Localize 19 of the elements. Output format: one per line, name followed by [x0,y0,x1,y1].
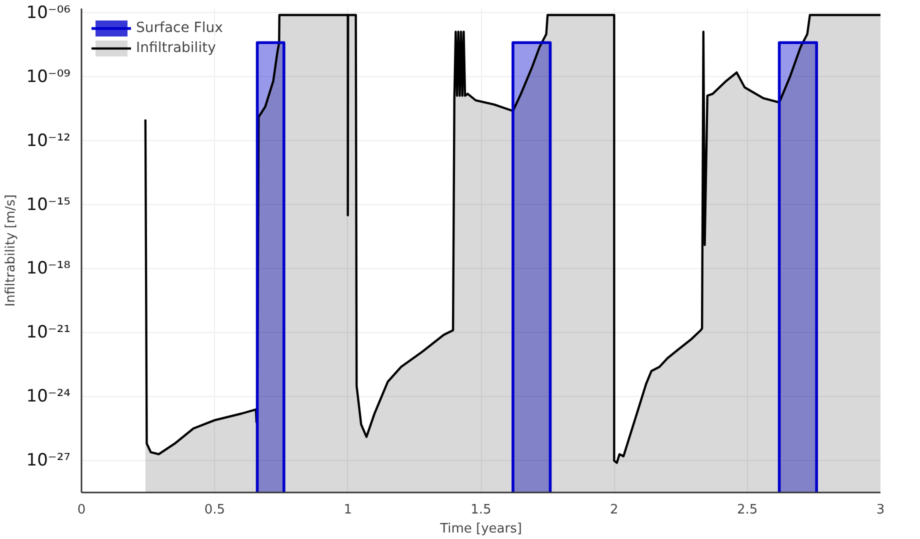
y-tick-label: 10⁻¹⁸ [26,258,71,279]
y-axis-title: Infiltrability [m/s] [3,194,18,307]
y-tick-label: 10⁻²⁷ [26,450,71,471]
legend-label: Surface Flux [136,20,223,36]
y-tick-label: 10⁻⁰⁶ [26,2,71,23]
x-tick-label: 2 [610,502,618,518]
x-tick-label: 0.5 [204,502,226,518]
legend-label: Infiltrability [136,40,216,56]
y-tick-label: 10⁻¹² [26,130,71,151]
y-tick-label: 10⁻²¹ [26,322,71,343]
x-tick-label: 1.5 [470,502,492,518]
y-tick-label: 10⁻²⁴ [26,386,71,407]
y-tick-label: 10⁻¹⁵ [26,194,71,215]
y-tick-label: 10⁻⁰⁹ [26,66,71,87]
x-axis-title: Time [years] [439,522,522,536]
x-tick-label: 2.5 [736,502,758,518]
x-tick-label: 0 [77,502,86,518]
x-tick-label: 1 [344,502,352,518]
x-tick-label: 3 [876,502,885,518]
